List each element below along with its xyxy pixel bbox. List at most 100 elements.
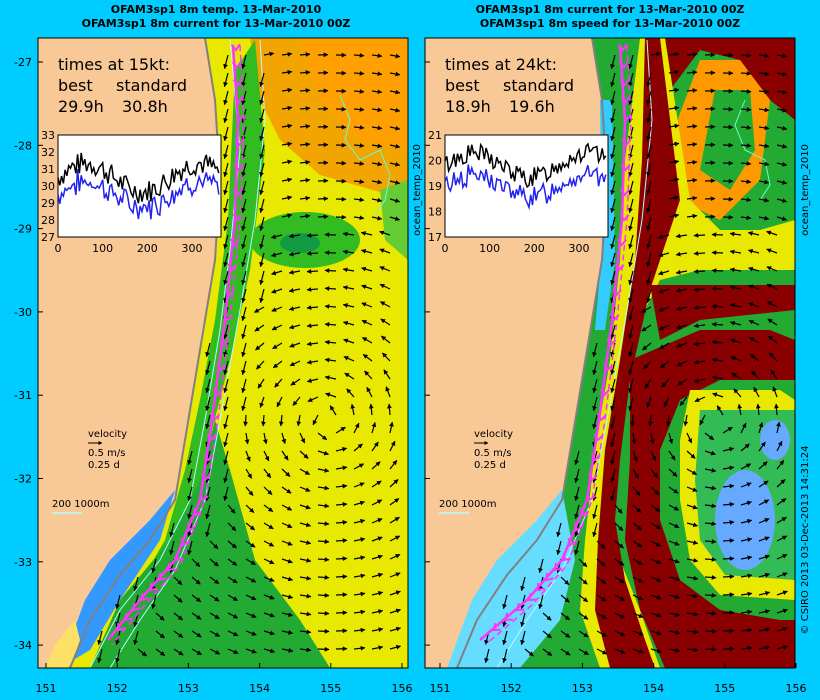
current-vector <box>317 467 330 473</box>
current-vector <box>776 53 788 59</box>
current-vector <box>353 482 365 488</box>
current-vector <box>730 338 742 344</box>
current-vector <box>642 342 652 351</box>
current-vector <box>389 626 402 632</box>
current-vector <box>711 232 724 238</box>
current-vector <box>385 386 391 398</box>
current-vector <box>299 159 311 165</box>
current-vector <box>614 630 626 637</box>
best-label-left: best <box>58 76 93 95</box>
current-vector <box>729 303 742 308</box>
current-vector <box>263 468 272 479</box>
current-vector <box>758 554 770 560</box>
current-vector <box>650 540 662 547</box>
current-vector <box>650 630 662 636</box>
header-left-line2: OFAM3sp1 8m current for 13-Mar-2010 00Z <box>82 17 351 30</box>
current-vector <box>646 90 652 106</box>
current-vector <box>205 504 211 520</box>
current-vector <box>766 248 778 254</box>
current-vector <box>324 322 337 327</box>
track-chevron <box>562 552 572 562</box>
current-vector <box>578 612 589 620</box>
current-vector <box>205 342 211 358</box>
current-vector <box>668 105 680 111</box>
current-vector <box>353 215 365 221</box>
current-vector <box>776 535 788 542</box>
current-vector <box>227 612 239 619</box>
current-vector <box>646 216 652 232</box>
current-vector <box>520 612 526 628</box>
current-vector <box>259 234 265 250</box>
current-vector <box>191 648 202 656</box>
current-vector <box>335 520 348 525</box>
current-vector <box>389 180 401 185</box>
current-vector <box>259 288 265 304</box>
current-vector <box>776 216 788 221</box>
depth-legend-right: 200 1000m <box>439 499 496 510</box>
track-standard-right <box>484 44 632 646</box>
current-vector <box>223 234 229 250</box>
current-vector <box>658 306 670 312</box>
current-vector <box>704 575 717 580</box>
current-vector <box>209 558 219 567</box>
inset-chart-right: 21 20 19 18 17 0 100 200 300 <box>428 129 609 255</box>
current-vector <box>371 107 383 113</box>
current-vector <box>191 630 202 638</box>
current-vector <box>281 630 294 635</box>
current-vector <box>722 426 733 434</box>
current-vector <box>306 323 319 329</box>
inset-x-tick: 200 <box>524 242 545 255</box>
current-vector <box>223 324 229 340</box>
current-vector <box>650 558 662 565</box>
current-vector <box>371 89 383 95</box>
current-vector <box>205 360 211 376</box>
current-vector <box>259 270 265 286</box>
current-vector <box>628 252 634 268</box>
current-vector <box>758 71 770 77</box>
current-vector <box>740 463 752 470</box>
current-vector <box>711 339 724 345</box>
current-vector <box>578 594 589 603</box>
current-vector <box>716 405 724 416</box>
current-vector <box>751 370 760 380</box>
current-vector <box>614 576 625 584</box>
current-vector <box>693 269 706 274</box>
current-vector <box>115 612 121 628</box>
current-vector <box>658 270 670 276</box>
current-vector <box>353 71 365 76</box>
current-vector <box>389 608 401 614</box>
current-vector <box>668 468 678 477</box>
current-vector <box>241 90 247 106</box>
current-vector <box>686 557 699 563</box>
current-vector <box>245 468 253 479</box>
current-vector <box>169 540 175 556</box>
header-right-line2: OFAM3sp1 8m speed for 13-Mar-2010 00Z <box>480 17 740 30</box>
standard-label-left: standard <box>116 76 187 95</box>
track-chevron <box>618 61 629 70</box>
track-chevron <box>132 602 142 612</box>
current-vector <box>187 468 193 484</box>
current-vector <box>610 126 616 142</box>
current-vector <box>244 432 250 445</box>
current-vector <box>657 252 670 258</box>
map-frame-right <box>424 37 796 669</box>
inset-x-ticks: 0 100 200 300 <box>442 242 590 255</box>
current-vector <box>704 610 717 616</box>
current-vector <box>704 646 717 652</box>
current-vector <box>776 644 789 650</box>
current-vector <box>574 468 580 484</box>
current-vector <box>381 335 391 344</box>
track-chevron <box>536 582 545 592</box>
current-vector <box>288 306 301 311</box>
current-vector <box>776 421 781 434</box>
current-vector <box>668 69 680 75</box>
current-vector <box>772 386 778 398</box>
current-vector <box>596 540 606 550</box>
current-vector <box>614 540 624 549</box>
current-vector <box>288 251 301 257</box>
current-vector <box>191 558 201 568</box>
current-vector <box>668 177 680 183</box>
current-vector <box>263 594 275 600</box>
current-vector <box>342 231 355 237</box>
current-vector <box>115 648 121 664</box>
